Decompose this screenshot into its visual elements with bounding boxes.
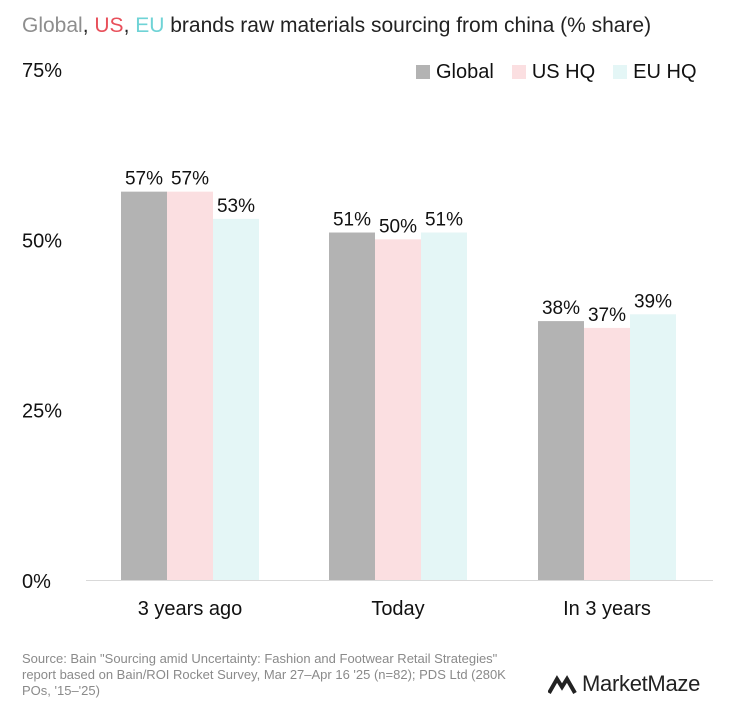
y-tick-label: 25% <box>22 401 62 423</box>
legend-swatch-us <box>511 65 526 79</box>
brand-logo: MarketMaze <box>548 670 700 698</box>
legend-item-us: US HQ <box>511 60 596 84</box>
legend-item-global: Global <box>416 61 494 84</box>
bar-eu <box>630 314 676 580</box>
bar-chart: 0% 25% 50% 75% 57% 51% 38% 57% 50% 37% 53% 51% 39% 3 … <box>22 60 713 620</box>
y-tick-label: 0% <box>22 571 51 593</box>
chart-legend: Global US HQ EU HQ <box>416 60 697 84</box>
data-label: 37% <box>588 305 626 326</box>
marketmaze-logo-icon <box>548 675 577 694</box>
legend-label-global: Global <box>436 60 494 83</box>
legend-swatch-global <box>416 65 430 79</box>
chart-title: Global, US, EU brands raw materials sour… <box>22 14 651 38</box>
y-tick-label: 50% <box>22 230 62 252</box>
y-tick-label: 75% <box>22 60 62 82</box>
bar-global <box>329 232 375 580</box>
data-label: 57% <box>171 169 209 190</box>
data-label: 39% <box>634 291 672 312</box>
bar-eu <box>213 218 259 581</box>
data-label: 50% <box>379 216 417 237</box>
title-rest: brands raw materials sourcing from china… <box>164 14 652 37</box>
legend-swatch-eu <box>613 65 628 79</box>
data-label: 38% <box>542 298 580 319</box>
bar-eu <box>421 232 467 580</box>
brand-name: MarketMaze <box>582 671 701 696</box>
source-note: Source: Bain "Sourcing amid Uncertainty:… <box>22 651 506 698</box>
x-tick-label: In 3 years <box>563 598 651 620</box>
x-tick-label: 3 years ago <box>138 598 243 620</box>
bar-us <box>584 327 630 580</box>
title-separator: , <box>82 14 95 37</box>
title-eu: EU <box>135 14 165 37</box>
title-separator: , <box>123 14 136 37</box>
legend-item-eu: EU HQ <box>613 60 697 84</box>
title-us: US <box>94 14 124 37</box>
data-label: 57% <box>125 169 163 190</box>
legend-label-eu: EU HQ <box>633 60 697 83</box>
legend-label-us: US HQ <box>531 60 596 83</box>
bar-us <box>375 239 421 581</box>
data-label: 53% <box>217 196 255 217</box>
data-label: 51% <box>425 210 463 231</box>
bar-us <box>167 191 213 580</box>
bar-global <box>121 191 167 580</box>
data-label: 51% <box>333 210 371 231</box>
bar-global <box>538 321 584 580</box>
title-global: Global <box>22 14 83 37</box>
x-tick-label: Today <box>371 598 424 620</box>
